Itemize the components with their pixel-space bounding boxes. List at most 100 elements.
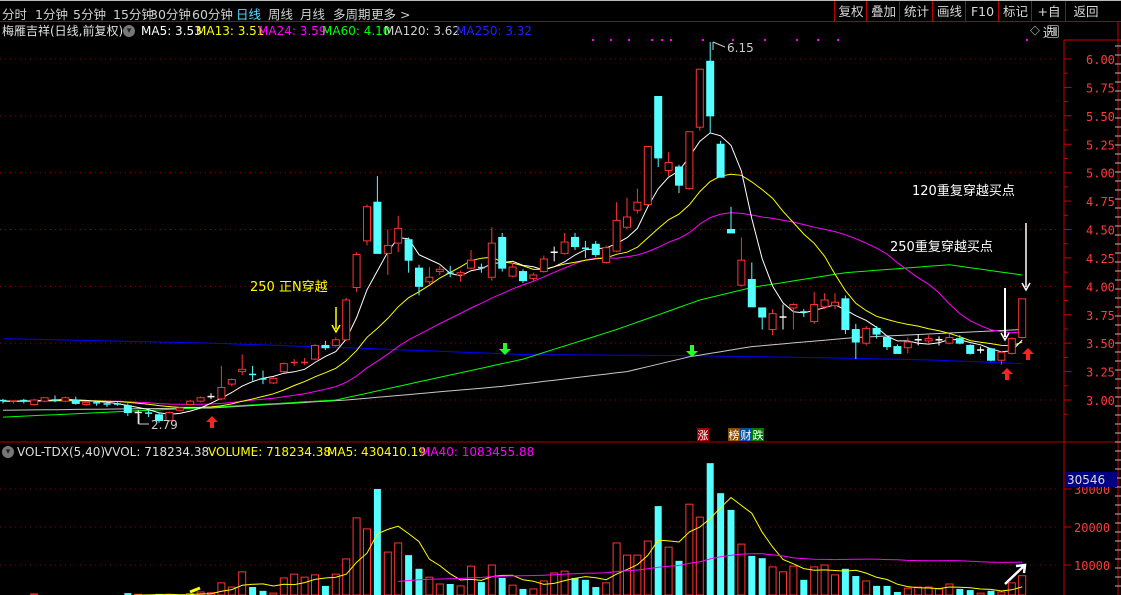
- candle: [831, 293, 839, 310]
- candle-body: [633, 201, 642, 211]
- candle-body: [831, 301, 839, 307]
- volume-bar: [820, 564, 829, 595]
- candle: [966, 344, 975, 355]
- candle-body: [560, 241, 569, 254]
- candle: [321, 340, 330, 350]
- low-marker: [138, 414, 149, 425]
- price-tick-label: 4.50: [1086, 224, 1115, 238]
- toolbar-button-1[interactable]: 叠加: [866, 1, 900, 22]
- candle-body: [1018, 298, 1027, 338]
- candle: [591, 240, 600, 257]
- period-tab-6[interactable]: 日线: [236, 7, 262, 22]
- candle-body: [571, 236, 579, 248]
- toolbar-button-7[interactable]: 返回: [1065, 1, 1106, 22]
- candle: [779, 304, 787, 330]
- high-price-label: 6.15: [727, 41, 754, 55]
- candle: [1018, 298, 1027, 339]
- candle-body: [373, 201, 382, 254]
- price-legend: 梅雁吉祥(日线,前复权) ▾ MA5: 3.53 MA13: 3.51 MA24…: [0, 22, 1064, 40]
- period-tab-7[interactable]: 周线: [268, 7, 294, 22]
- candle-body: [706, 60, 715, 117]
- volume-bar: [539, 580, 548, 595]
- period-tab-9[interactable]: 多周期: [333, 7, 371, 22]
- price-tick-label: 3.25: [1086, 366, 1115, 380]
- candle-body: [30, 399, 39, 406]
- candle: [20, 398, 28, 404]
- chevron-down-icon[interactable]: ▾: [2, 446, 14, 458]
- candle: [675, 164, 683, 194]
- red-up-arrow-icon: [206, 416, 218, 428]
- candle-body: [955, 338, 964, 344]
- toolbar-button-2[interactable]: 统计: [899, 1, 933, 22]
- candle: [997, 351, 1006, 365]
- badge-1[interactable]: 榜: [729, 428, 740, 442]
- volume-bar: [987, 590, 995, 595]
- candle: [924, 335, 933, 344]
- candle: [217, 365, 226, 401]
- candle: [820, 293, 829, 310]
- candle: [259, 370, 267, 385]
- candle-body: [331, 339, 340, 346]
- ma13-line: [3, 173, 1023, 408]
- volume-bar: [227, 586, 236, 595]
- candle: [71, 396, 80, 405]
- volume-bar: [592, 587, 600, 595]
- candle: [82, 401, 91, 406]
- panel-toggle-icon[interactable]: [1047, 25, 1059, 38]
- chevron-down-icon[interactable]: ▾: [123, 25, 135, 37]
- candle: [539, 255, 548, 273]
- candle: [602, 245, 611, 264]
- toolbar-button-3[interactable]: 画线: [932, 1, 966, 22]
- volume-bar: [279, 577, 288, 595]
- toolbar-button-0[interactable]: 复权: [834, 1, 867, 22]
- candle-body: [82, 401, 91, 406]
- period-tab-1[interactable]: 1分钟: [35, 7, 68, 22]
- volume-bar: [1007, 582, 1016, 595]
- toolbar-button-5[interactable]: 标记: [998, 1, 1032, 22]
- candle-body: [425, 276, 434, 283]
- candle: [155, 412, 163, 423]
- period-tab-3[interactable]: 15分钟: [113, 7, 154, 22]
- legend-ma24: MA24: 3.59: [258, 24, 327, 38]
- toolbar-button-4[interactable]: F10: [965, 1, 999, 22]
- period-tab-8[interactable]: 月线: [300, 7, 326, 22]
- badge-3[interactable]: 跌: [753, 428, 764, 442]
- badge-0[interactable]: 涨: [698, 429, 709, 442]
- candle-body: [623, 216, 631, 228]
- candle: [238, 354, 247, 376]
- candle: [311, 344, 319, 361]
- candle: [30, 398, 39, 406]
- period-tab-10[interactable]: 更多 >: [371, 7, 411, 22]
- volume-bar: [519, 588, 527, 595]
- volume-bar: [810, 566, 819, 595]
- candle-body: [279, 363, 288, 373]
- candle-body: [737, 259, 746, 286]
- price-tick-label: 3.50: [1086, 337, 1115, 351]
- candle: [903, 337, 912, 354]
- candle-body: [966, 344, 975, 354]
- diamond-icon[interactable]: ◇: [1030, 23, 1040, 38]
- volume-bar: [945, 583, 954, 595]
- candle: [435, 265, 444, 275]
- volume-ma5-line: [131, 496, 1023, 595]
- period-tab-0[interactable]: 分时: [2, 7, 28, 22]
- candle-body: [508, 266, 517, 277]
- candle: [113, 402, 121, 406]
- candle-body: [612, 219, 621, 252]
- candle: [623, 197, 631, 230]
- badge-2[interactable]: 财: [741, 428, 752, 442]
- toolbar-button-6[interactable]: +自选: [1031, 1, 1066, 40]
- period-tab-4[interactable]: 30分钟: [150, 7, 191, 22]
- candle: [456, 270, 465, 282]
- period-tab-5[interactable]: 60分钟: [192, 7, 233, 22]
- legend-vol-ma40: MA40: 1083455.88: [420, 445, 535, 459]
- volume-bar: [363, 528, 371, 595]
- candle-body: [987, 348, 995, 361]
- period-tab-2[interactable]: 5分钟: [73, 7, 106, 22]
- candle-body: [196, 397, 205, 402]
- candle: [612, 202, 621, 253]
- candle: [862, 326, 871, 346]
- high-marker: [712, 41, 726, 50]
- candle-body: [342, 299, 351, 341]
